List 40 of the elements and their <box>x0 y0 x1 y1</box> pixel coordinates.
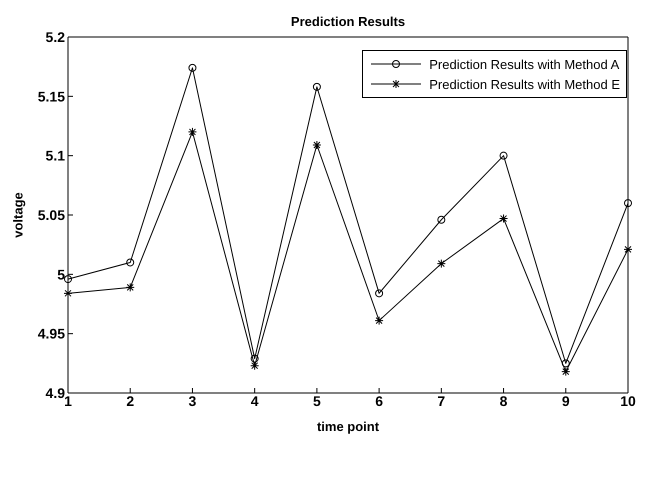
chart-title: Prediction Results <box>290 14 406 29</box>
x-tick-label: 2 <box>126 392 134 409</box>
point <box>250 354 259 363</box>
x-tick-label: 4 <box>250 392 259 409</box>
y-tick-label: 4.9 <box>46 384 66 401</box>
y-tick-label: 5.2 <box>46 28 66 45</box>
x-tick-label: 9 <box>562 392 570 409</box>
point <box>126 258 134 266</box>
point <box>374 316 384 326</box>
point <box>188 127 197 136</box>
point <box>624 199 632 208</box>
point <box>561 367 570 376</box>
point <box>64 275 72 284</box>
point <box>375 289 384 298</box>
point <box>437 216 446 224</box>
point <box>500 152 508 160</box>
x-tick-label: 10 <box>620 392 636 409</box>
point <box>250 361 260 370</box>
point <box>126 282 135 292</box>
point <box>499 214 508 224</box>
y-tick-label: 5.05 <box>38 206 66 223</box>
x-tick-label: 5 <box>312 392 321 409</box>
x-tick-label: 1 <box>64 392 72 409</box>
point <box>562 359 570 368</box>
y-tick-label: 5.15 <box>38 88 66 104</box>
x-tick-label: 3 <box>188 392 197 409</box>
x-tick-label: 7 <box>437 392 446 409</box>
y-tick-label: 5 <box>57 266 66 282</box>
point <box>312 82 321 91</box>
point <box>188 64 196 72</box>
y-axis-title: voltage <box>10 192 26 238</box>
legend-label: Prediction Results with Method E <box>429 76 620 92</box>
y-tick-label: 4.95 <box>38 326 66 342</box>
x-tick-label: 6 <box>375 392 384 409</box>
point <box>312 140 322 150</box>
x-axis-title: time point <box>316 419 380 434</box>
y-tick-label: 5.1 <box>46 148 66 164</box>
point <box>436 259 446 268</box>
legend-label: Prediction Results with Method A <box>429 56 620 72</box>
x-tick-label: 8 <box>500 392 508 409</box>
